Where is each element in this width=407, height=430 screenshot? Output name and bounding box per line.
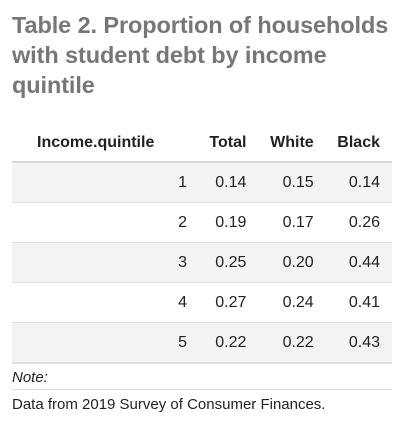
cell-total: 0.22	[199, 322, 259, 364]
table-row: 2 0.19 0.17 0.26	[12, 202, 392, 243]
cell-income-quintile: 4	[12, 282, 199, 323]
cell-white: 0.15	[258, 161, 326, 203]
cell-income-quintile: 1	[12, 161, 199, 203]
cell-white: 0.22	[258, 322, 326, 364]
cell-total: 0.25	[199, 242, 259, 283]
footnote-text: Data from 2019 Survey of Consumer Financ…	[12, 396, 326, 413]
cell-white: 0.20	[258, 242, 326, 283]
cell-black: 0.44	[325, 242, 392, 283]
table-row: 3 0.25 0.20 0.44	[12, 242, 392, 283]
cell-total: 0.19	[199, 202, 259, 243]
cell-black: 0.26	[325, 202, 392, 243]
table-caption: Table 2. Proportion of households with s…	[12, 12, 389, 98]
column-header-income-quintile: Income.quintile	[12, 125, 199, 163]
column-header-white: White	[258, 125, 326, 163]
table-row: 1 0.14 0.15 0.14	[12, 161, 392, 203]
cell-total: 0.27	[199, 282, 259, 323]
table-header-row: Income.quintile Total White Black	[12, 125, 392, 163]
cell-total: 0.14	[199, 161, 259, 203]
table-row: 5 0.22 0.22 0.43	[12, 322, 392, 364]
cell-white: 0.17	[258, 202, 326, 243]
student-debt-table: Income.quintile Total White Black 1 0.14…	[12, 125, 392, 364]
table-row: 4 0.27 0.24 0.41	[12, 282, 392, 323]
column-header-black: Black	[325, 125, 392, 163]
footnote-divider	[12, 389, 392, 390]
cell-black: 0.14	[325, 161, 392, 203]
column-header-total: Total	[199, 125, 259, 163]
cell-black: 0.41	[325, 282, 392, 323]
cell-income-quintile: 2	[12, 202, 199, 243]
cell-white: 0.24	[258, 282, 326, 323]
cell-black: 0.43	[325, 322, 392, 364]
cell-income-quintile: 3	[12, 242, 199, 283]
cell-income-quintile: 5	[12, 322, 199, 364]
footnote-label: Note:	[12, 369, 48, 386]
